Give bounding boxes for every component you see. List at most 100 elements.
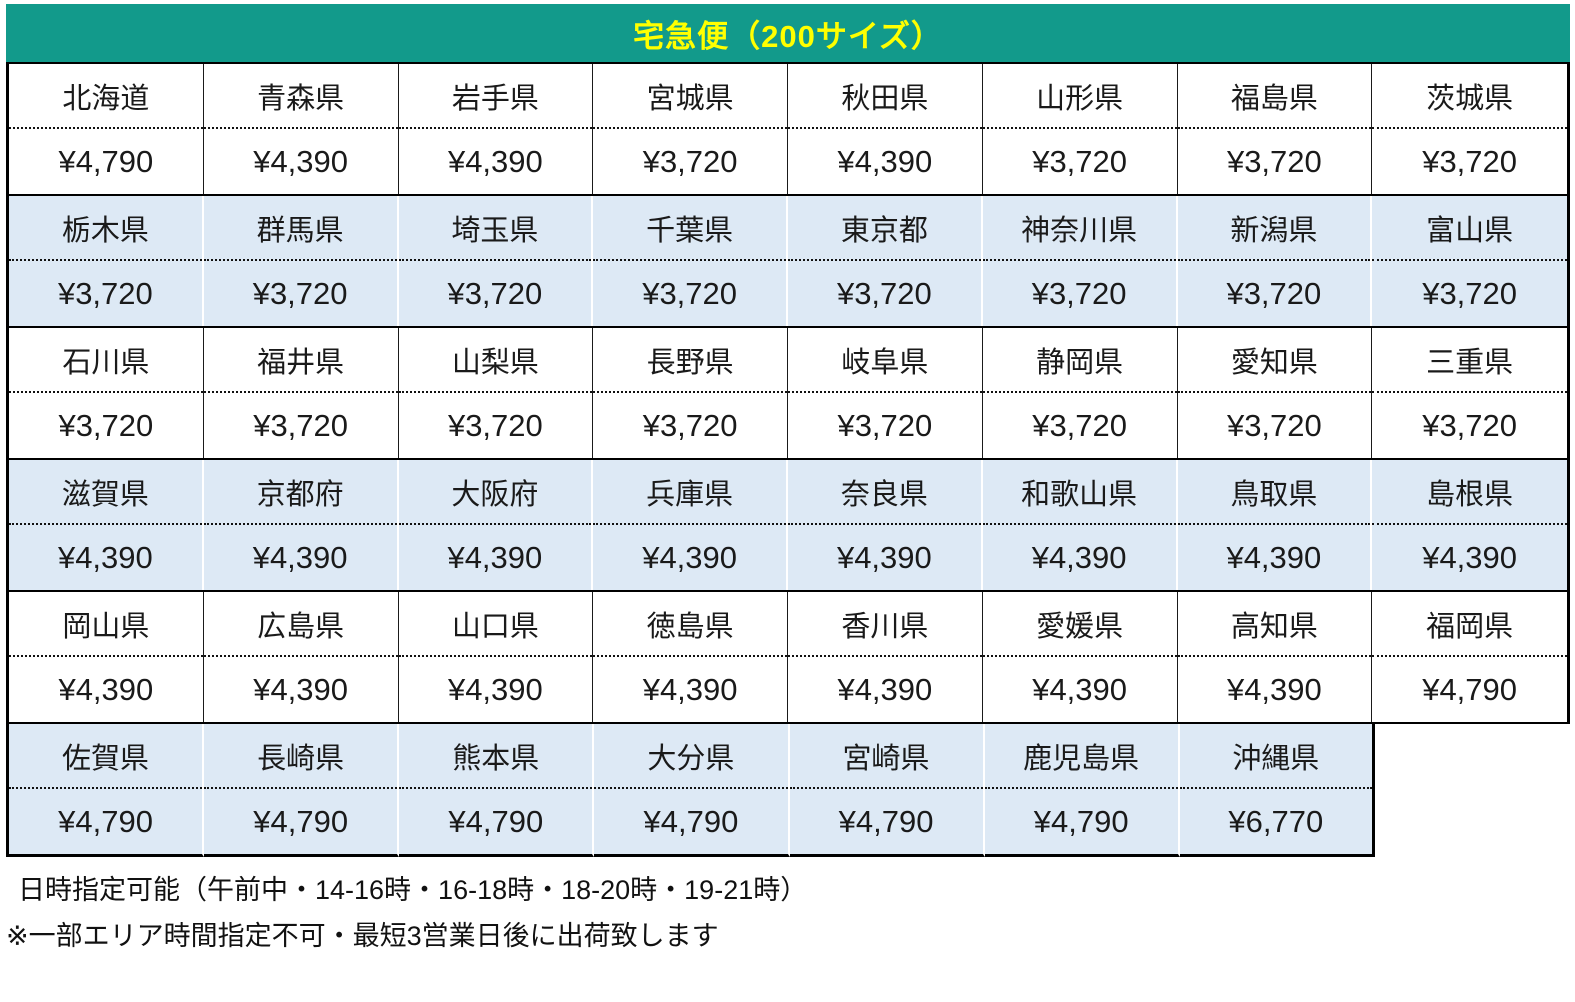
table-title-bar: 宅急便（200サイズ） [6,4,1570,62]
prefecture-price: ¥3,720 [252,275,348,311]
prefecture-cell: 長崎県 ¥4,790 [204,724,400,857]
prefecture-cell: 三重県 ¥3,720 [1372,328,1567,458]
prefecture-price: ¥3,720 [642,143,738,179]
prefecture-name: 鹿児島県 [984,724,1178,789]
prefecture-cell: 宮崎県 ¥4,790 [789,724,985,857]
prefecture-cell: 和歌山県 ¥4,390 [982,460,1178,590]
prefecture-cell: 茨城県 ¥3,720 [1372,64,1567,194]
prefecture-name: 群馬県 [203,196,397,261]
prefecture-name: 神奈川県 [982,196,1176,261]
prefecture-price: ¥4,790 [58,803,153,839]
prefecture-name: 茨城県 [1372,64,1567,129]
prefecture-price: ¥3,720 [642,407,738,443]
prefecture-name: 大阪府 [398,460,592,525]
prefecture-cell: 宮城県 ¥3,720 [593,64,788,194]
price-band: 栃木県 ¥3,720 群馬県 ¥3,720 埼玉県 ¥3,720 千葉県 ¥3,720 東京都 ¥… [6,194,1570,326]
prefecture-cell: 岐阜県 ¥3,720 [788,328,983,458]
prefecture-cell: 福島県 ¥3,720 [1177,64,1373,194]
prefecture-name: 奈良県 [788,460,981,525]
prefecture-cell: 大阪府 ¥4,390 [398,460,594,590]
prefecture-cell: 香川県 ¥4,390 [788,592,983,722]
prefecture-price: ¥4,390 [447,539,543,575]
prefecture-price: ¥3,720 [1226,407,1322,443]
prefecture-name: 福岡県 [1372,592,1567,657]
prefecture-cell: 栃木県 ¥3,720 [9,196,204,326]
prefecture-cell: 岡山県 ¥4,390 [9,592,204,722]
prefecture-cell: 奈良県 ¥4,390 [788,460,983,590]
price-band: 石川県 ¥3,720 福井県 ¥3,720 山梨県 ¥3,720 長野県 ¥3,720 岐阜県 ¥… [6,326,1570,458]
prefecture-name: 石川県 [9,328,203,393]
prefecture-price: ¥3,720 [1032,143,1128,179]
prefecture-name: 東京都 [788,196,981,261]
prefecture-name: 山口県 [398,592,593,657]
prefecture-price: ¥3,720 [1032,407,1128,443]
prefecture-cell: 佐賀県 ¥4,790 [9,724,205,857]
prefecture-name: 長野県 [593,328,787,393]
prefecture-name: 長崎県 [204,724,398,789]
prefecture-name: 島根県 [1372,460,1567,525]
prefecture-name: 福井県 [203,328,398,393]
prefecture-name: 兵庫県 [593,460,786,525]
prefecture-price: ¥4,390 [642,671,738,707]
prefecture-price: ¥3,720 [1226,143,1322,179]
prefecture-name: 青森県 [203,64,398,129]
prefecture-name: 三重県 [1372,328,1567,393]
empty-cell [1374,724,1570,857]
prefecture-name: 岐阜県 [788,328,982,393]
prefecture-price: ¥3,720 [1226,275,1322,311]
price-band: 佐賀県 ¥4,790 長崎県 ¥4,790 熊本県 ¥4,790 大分県 ¥4,790 宮崎県 ¥… [6,722,1570,857]
prefecture-price: ¥4,390 [58,671,154,707]
prefecture-price: ¥4,790 [1422,671,1518,707]
prefecture-name: 京都府 [203,460,397,525]
prefecture-name: 広島県 [203,592,398,657]
prefecture-price: ¥4,390 [253,671,349,707]
prefecture-cell: 鹿児島県 ¥4,790 [984,724,1180,857]
footnotes: 日時指定可能（午前中・14-16時・16-18時・18-20時・19-21時） … [6,867,1570,959]
table-title: 宅急便（200サイズ） [633,18,943,54]
prefecture-price: ¥3,720 [253,407,349,443]
prefecture-price: ¥4,790 [448,803,544,839]
prefecture-price: ¥3,720 [837,407,933,443]
prefecture-price: ¥3,720 [836,275,932,311]
prefecture-cell: 福岡県 ¥4,790 [1372,592,1567,722]
prefecture-cell: 愛媛県 ¥4,390 [982,592,1178,722]
prefecture-cell: 岩手県 ¥4,390 [398,64,594,194]
prefecture-name: 宮城県 [593,64,787,129]
prefecture-price: ¥4,390 [1422,539,1518,575]
prefecture-cell: 埼玉県 ¥3,720 [398,196,594,326]
shipping-price-table: 北海道 ¥4,790 青森県 ¥4,390 岩手県 ¥4,390 宮城県 ¥3,720 秋田県 ¥… [6,62,1570,857]
prefecture-price: ¥4,390 [57,539,153,575]
prefecture-price: ¥4,390 [447,143,543,179]
prefecture-name: 富山県 [1372,196,1567,261]
prefecture-cell: 熊本県 ¥4,790 [399,724,595,857]
price-band: 岡山県 ¥4,390 広島県 ¥4,390 山口県 ¥4,390 徳島県 ¥4,390 香川県 ¥… [6,590,1570,722]
prefecture-price: ¥3,720 [1422,407,1518,443]
prefecture-cell: 新潟県 ¥3,720 [1177,196,1373,326]
prefecture-price: ¥3,720 [1422,275,1518,311]
prefecture-price: ¥3,720 [1031,275,1127,311]
prefecture-price: ¥3,720 [1422,143,1518,179]
prefecture-name: 徳島県 [593,592,787,657]
prefecture-name: 埼玉県 [398,196,592,261]
prefecture-cell: 京都府 ¥4,390 [203,460,399,590]
prefecture-name: 岩手県 [398,64,593,129]
prefecture-cell: 石川県 ¥3,720 [9,328,204,458]
prefecture-name: 福島県 [1177,64,1372,129]
prefecture-name: 北海道 [9,64,203,129]
prefecture-cell: 滋賀県 ¥4,390 [9,460,204,590]
prefecture-name: 鳥取県 [1177,460,1371,525]
prefecture-cell: 大分県 ¥4,790 [594,724,790,857]
prefecture-cell: 鳥取県 ¥4,390 [1177,460,1373,590]
prefecture-price: ¥3,720 [642,275,738,311]
prefecture-name: 千葉県 [593,196,786,261]
prefecture-price: ¥4,390 [837,143,933,179]
prefecture-name: 秋田県 [788,64,982,129]
prefecture-cell: 東京都 ¥3,720 [788,196,983,326]
prefecture-name: 和歌山県 [982,460,1176,525]
prefecture-price: ¥4,390 [252,539,348,575]
prefecture-name: 宮崎県 [789,724,983,789]
prefecture-price: ¥4,390 [836,539,932,575]
prefecture-cell: 沖縄県 ¥6,770 [1179,724,1375,857]
prefecture-cell: 秋田県 ¥4,390 [788,64,983,194]
